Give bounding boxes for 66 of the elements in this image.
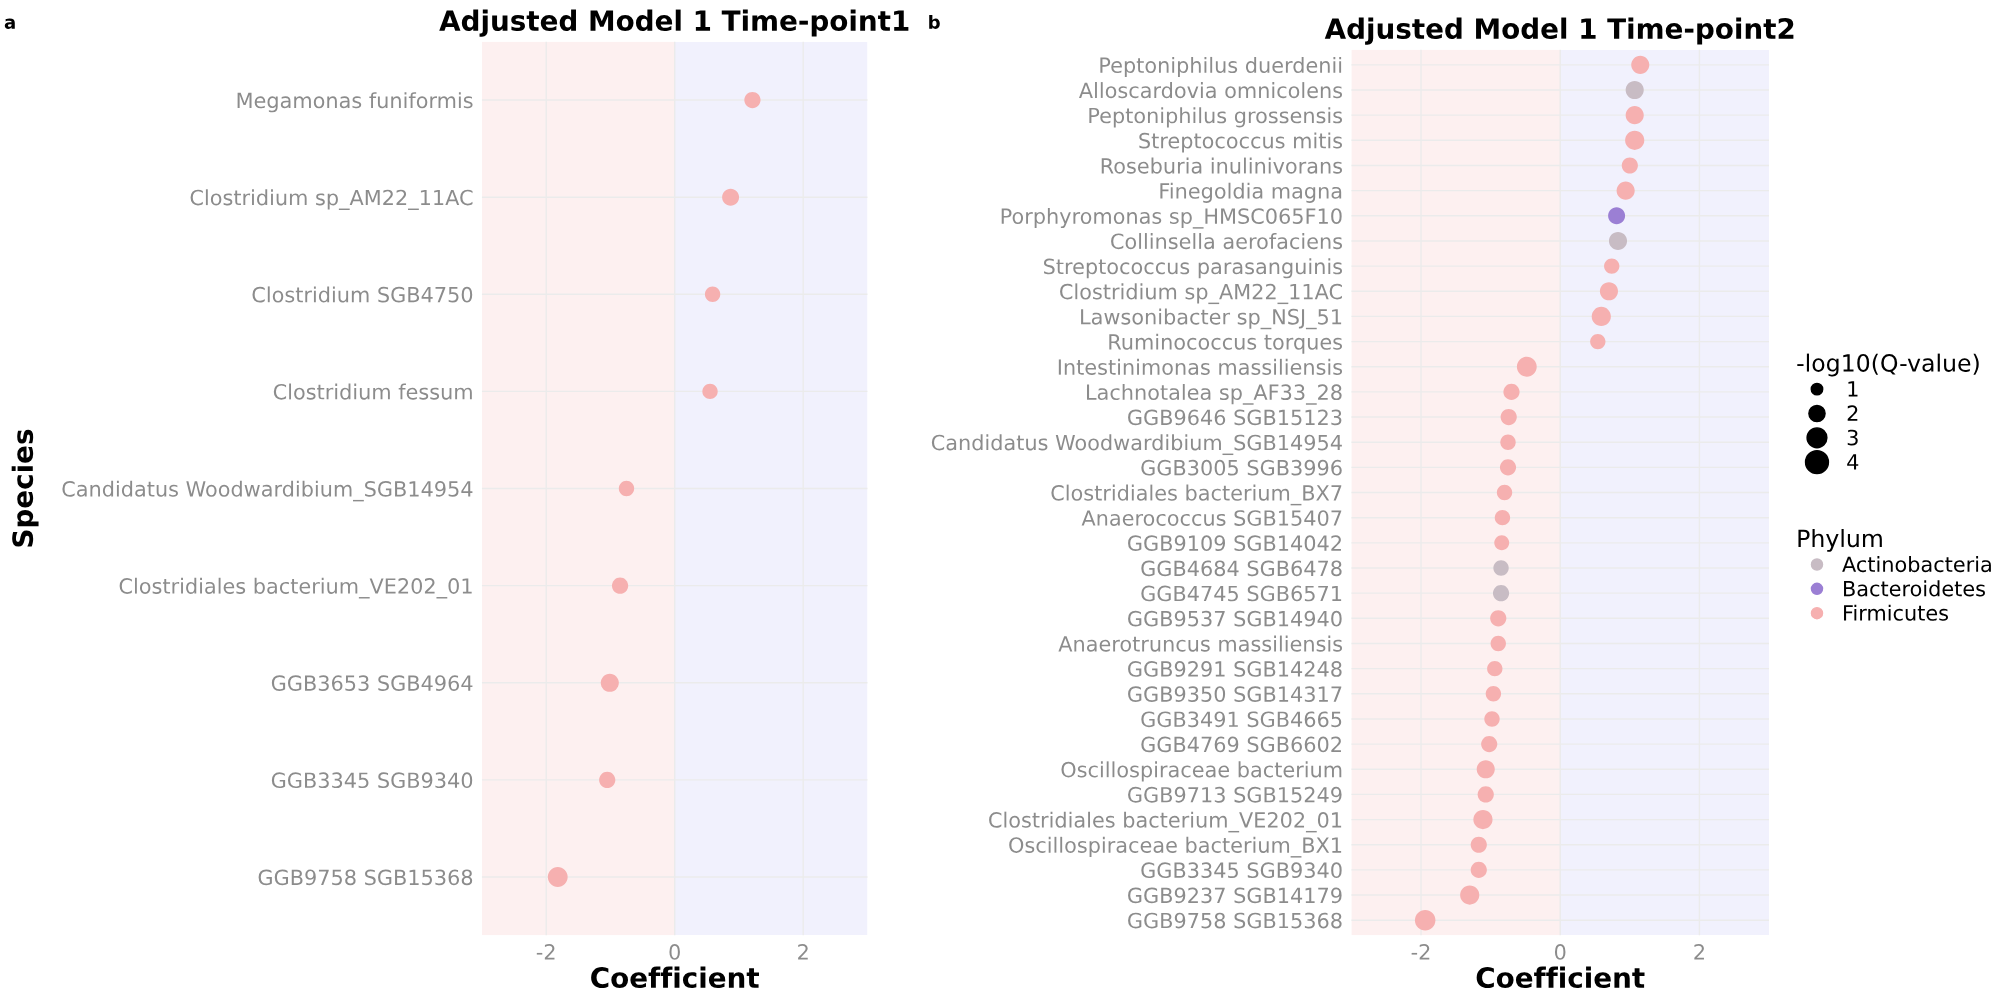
y-tick-label: Peptoniphilus duerdenii — [1100, 56, 1342, 78]
y-tick-label: GGB9646 SGB15123 — [1128, 409, 1342, 426]
y-tick-label: Porphyromonas sp_HMSC065F10 — [1001, 207, 1342, 229]
x-tick-label: 0 — [669, 944, 680, 960]
y-tick-label: Clostridium fessum — [273, 383, 472, 400]
y-tick-label: Candidatus Woodwardibium_SGB14954 — [62, 480, 473, 502]
legend-label: 3 — [1847, 429, 1858, 446]
y-tick-label: Anaerococcus SGB15407 — [1081, 510, 1342, 526]
y-tick-label: Finegoldia magna — [1160, 182, 1342, 203]
y-tick-label: Peptoniphilus grossensis — [1089, 107, 1343, 128]
y-tick-label: Oscillospiraceae bacterium_BX1 — [1009, 836, 1342, 858]
y-tick-label: Clostridium sp_AM22_11AC — [1060, 283, 1342, 305]
y-tick-label: GGB4769 SGB6602 — [1141, 736, 1341, 753]
y-tick-label: Collinsella aerofaciens — [1111, 233, 1343, 250]
y-tick-label: GGB9758 SGB15368 — [258, 869, 473, 886]
y-tick-label: Lachnotalea sp_AF33_28 — [1087, 383, 1342, 405]
y-tick-label: Ruminococcus torques — [1109, 333, 1343, 354]
y-tick-label: GGB3345 SGB9340 — [271, 772, 473, 789]
y-tick-label: GGB9237 SGB14179 — [1128, 887, 1342, 904]
y-tick-label: GGB9109 SGB14042 — [1128, 535, 1341, 552]
text: b — [929, 14, 940, 29]
chart-title: Adjusted Model 1 Time-point1 — [439, 9, 909, 37]
chart-title: Adjusted Model 1 Time-point2 — [1324, 17, 1794, 45]
legend-label: 1 — [1848, 381, 1858, 397]
y-tick-label: GGB4745 SGB6571 — [1141, 585, 1342, 602]
y-tick-label: GGB3005 SGB3996 — [1141, 459, 1342, 476]
y-tick-label: Clostridiales bacterium_BX7 — [1051, 484, 1342, 506]
y-tick-label: GGB9537 SGB14940 — [1128, 610, 1342, 627]
y-tick-label: Anaerotruncus massiliensis — [1058, 635, 1343, 652]
legend-label: 2 — [1847, 405, 1858, 421]
legend-label: Bacteroidetes — [1844, 580, 1985, 597]
y-tick-label: Streptococcus mitis — [1139, 132, 1343, 153]
y-axis-title: Species — [11, 429, 39, 547]
y-tick-label: Clostridiales bacterium_VE202_01 — [119, 577, 472, 599]
y-tick-label: Clostridium SGB4750 — [252, 286, 473, 303]
x-tick-label: 0 — [1554, 944, 1566, 960]
y-tick-label: GGB9713 SGB15249 — [1128, 786, 1342, 803]
y-tick-label: Lawsonibacter sp_NSJ_51 — [1081, 308, 1342, 330]
y-tick-label: GGB9291 SGB14248 — [1128, 661, 1342, 677]
y-tick-label: GGB3491 SGB4665 — [1141, 711, 1342, 728]
x-axis-title: Coefficient — [591, 966, 759, 989]
y-tick-label: Clostridiales bacterium_VE202_01 — [989, 811, 1342, 833]
x-tick-label: -2 — [536, 944, 555, 960]
x-axis-title: Coefficient — [1476, 966, 1645, 989]
y-tick-label: Intestinimonas massiliensis — [1058, 358, 1343, 375]
legend-title: Phylum — [1798, 528, 1882, 552]
y-tick-label: Clostridium sp_AM22_11AC — [190, 189, 473, 211]
text: a — [4, 18, 15, 29]
x-tick-label: 2 — [798, 944, 808, 960]
legend-label: Actinobacteria — [1842, 556, 1991, 573]
y-tick-label: Alloscardovia omnicolens — [1078, 82, 1343, 99]
y-tick-label: Roseburia inulinivorans — [1101, 157, 1343, 174]
x-tick-label: -2 — [1411, 944, 1430, 960]
y-tick-label: GGB3653 SGB4964 — [271, 675, 473, 691]
y-tick-label: Oscillospiraceae bacterium — [1061, 761, 1342, 782]
legend-label: 4 — [1847, 454, 1859, 470]
y-tick-label: Megamonas funiformis — [237, 92, 473, 113]
text: -log10(Q-value) — [1797, 353, 1979, 377]
y-tick-label: GGB4684 SGB6478 — [1141, 560, 1342, 577]
y-tick-label: Candidatus Woodwardibium_SGB14954 — [931, 434, 1342, 456]
y-tick-label: GGB9350 SGB14317 — [1128, 686, 1342, 702]
x-tick-label: 2 — [1694, 944, 1704, 960]
y-tick-label: GGB3345 SGB9340 — [1141, 862, 1342, 879]
y-tick-label: GGB9758 SGB15368 — [1128, 912, 1342, 929]
y-tick-label: Streptococcus parasanguinis — [1043, 258, 1343, 279]
legend-label: Firmicutes — [1844, 604, 1949, 621]
